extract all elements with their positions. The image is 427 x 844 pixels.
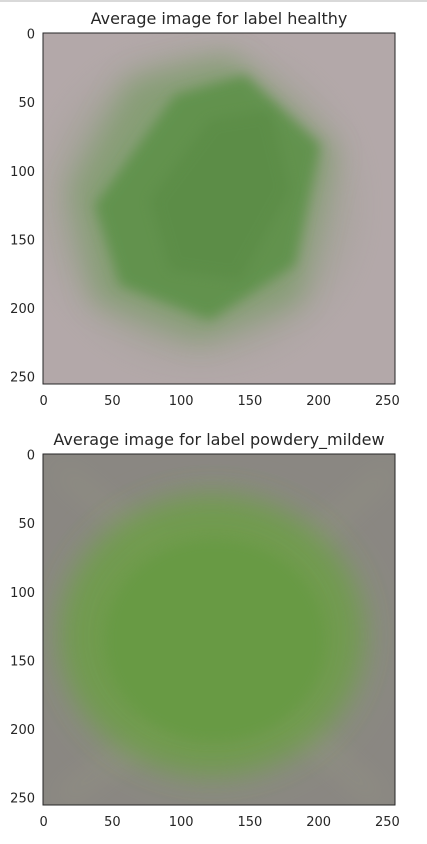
x-tick-label: 50 — [104, 815, 121, 830]
y-tick-label: 0 — [27, 449, 35, 464]
y-tick-label: 250 — [10, 370, 35, 385]
axes-frame — [42, 453, 396, 806]
y-tick-label: 200 — [10, 723, 35, 738]
x-tick-label: 0 — [40, 394, 48, 409]
y-tick-label: 50 — [18, 517, 35, 532]
y-tick-label: 100 — [10, 586, 35, 601]
chart-title: Average image for label healthy — [91, 9, 348, 28]
y-tick-label: 200 — [10, 302, 35, 317]
ticks-powdery-mildew: 0 50 100 150 200 250 0 50 100 150 200 250 — [10, 449, 400, 830]
x-tick-label: 200 — [306, 394, 331, 409]
y-tick-label: 250 — [10, 791, 35, 806]
x-tick-label: 150 — [238, 815, 263, 830]
y-tick-label: 150 — [10, 233, 35, 248]
axes-frame — [42, 32, 396, 385]
y-tick-label: 50 — [18, 96, 35, 111]
panel-healthy: Average image for label healthy 0 50 100 15… — [10, 9, 400, 409]
x-tick-label: 100 — [169, 815, 194, 830]
average-image-healthy — [43, 33, 395, 384]
panel-powdery-mildew: Average image for label powdery_mildew 0… — [10, 430, 400, 830]
top-border — [0, 0, 427, 2]
x-tick-label: 150 — [238, 394, 263, 409]
x-tick-label: 250 — [375, 394, 400, 409]
x-tick-label: 250 — [375, 815, 400, 830]
y-tick-label: 150 — [10, 654, 35, 669]
average-image-powdery-mildew — [43, 454, 395, 805]
x-tick-label: 0 — [40, 815, 48, 830]
y-tick-label: 0 — [27, 28, 35, 43]
ticks-healthy: 0 50 100 150 200 250 0 50 100 150 200 250 — [10, 28, 400, 409]
x-tick-label: 100 — [169, 394, 194, 409]
y-tick-label: 100 — [10, 165, 35, 180]
chart-title: Average image for label powdery_mildew — [53, 430, 384, 450]
x-tick-label: 200 — [306, 815, 331, 830]
x-tick-label: 50 — [104, 394, 121, 409]
